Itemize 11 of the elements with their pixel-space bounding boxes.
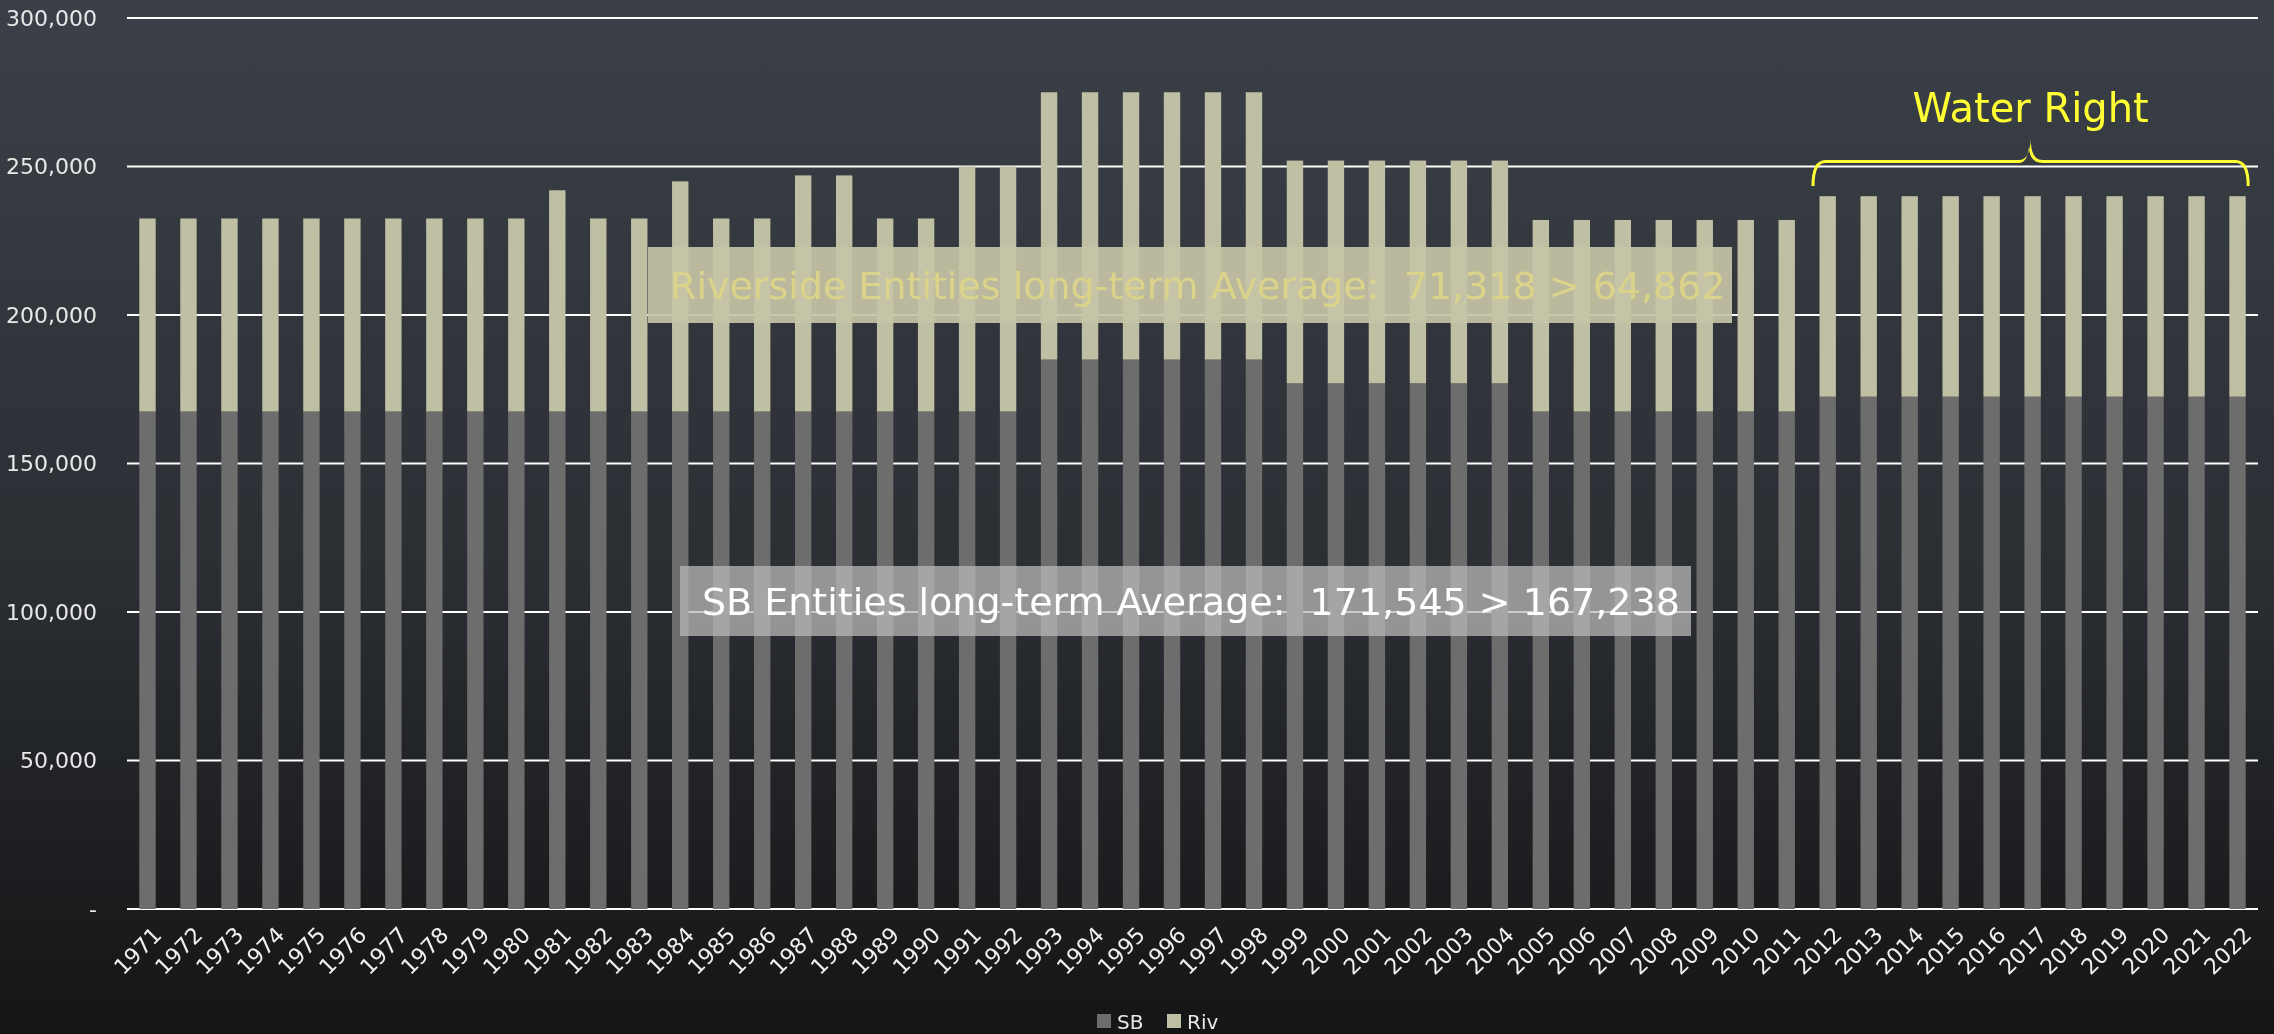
annotation: Water Right — [1912, 85, 2149, 131]
y-tick-label: 200,000 — [6, 302, 97, 328]
legend-label: Riv — [1187, 1010, 1219, 1034]
y-tick-label: 50,000 — [20, 748, 97, 774]
y-tick-label: 150,000 — [6, 451, 97, 477]
y-tick-label: 250,000 — [6, 154, 97, 180]
y-tick-label: 300,000 — [6, 5, 97, 31]
annotation: SB Entities long-term Average: 171,545 > 167,238 — [702, 580, 1680, 625]
y-tick-label: 100,000 — [6, 599, 97, 625]
y-tick-label: - — [89, 896, 97, 922]
legend-label: SB — [1117, 1010, 1144, 1034]
